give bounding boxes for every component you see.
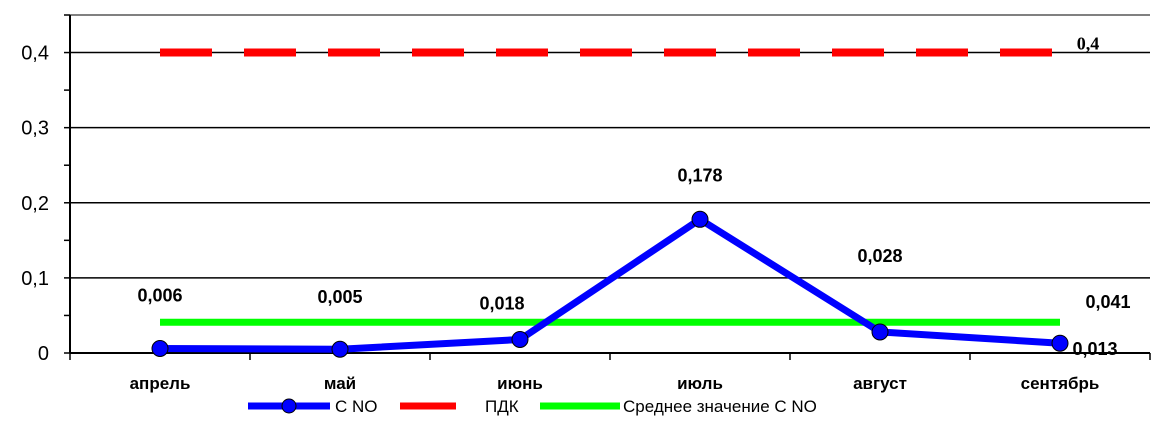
y-tick-label: 0,4 [21,43,49,65]
y-tick-label: 0,2 [21,193,49,215]
plot-area [151,48,1069,358]
y-tick-label: 0 [38,343,49,365]
data-point [511,330,529,348]
axes: 0 0,1 0,2 0,3 0,4 апрель май июнь июль август сент… [21,14,1151,393]
x-tick-label: апрель [130,374,191,393]
data-label: 0,018 [479,293,524,313]
data-point [1051,334,1069,352]
data-point [871,323,889,341]
pdk-value-label: 0,4 [1077,34,1100,54]
x-tick-label: август [853,374,907,393]
x-tick-label: сентябрь [1021,374,1100,393]
y-tick-label: 0,1 [21,268,49,290]
data-labels: 0,006 0,005 0,018 0,178 0,028 0,013 0,4 0,041 [137,34,1130,360]
legend-marker-c-no [281,398,297,414]
data-label: 0,178 [677,165,722,185]
legend-label-average: Среднее значение С NO [623,397,817,416]
x-tick-label: июнь [497,374,543,393]
data-label: 0,005 [317,287,362,307]
data-label: 0,006 [137,285,182,305]
legend-label-c-no: С NO [335,397,378,416]
legend-label-pdk: ПДК [485,397,519,416]
data-label: 0,028 [857,246,902,266]
legend: С NO ПДК Среднее значение С NO [248,397,817,416]
x-tick-label: июль [677,374,723,393]
data-point [331,340,349,358]
y-tick-label: 0,3 [21,118,49,140]
average-value-label: 0,041 [1085,292,1130,312]
data-point [151,339,169,357]
x-tick-label: май [324,374,356,393]
data-point [691,210,709,228]
series-line-c-no [159,215,1061,353]
data-label: 0,013 [1072,339,1117,359]
